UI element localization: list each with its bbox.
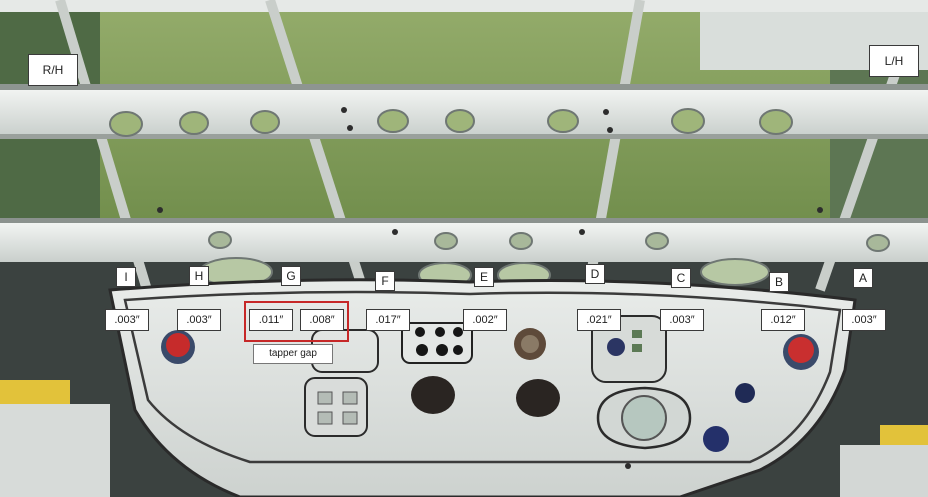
- station-label: C: [671, 268, 691, 288]
- station-label: E: [474, 267, 494, 287]
- gap-measurement-label: .003″: [177, 309, 221, 331]
- gap-measurement-label: .021″: [577, 309, 621, 331]
- gap-measurement-label: .011″: [249, 309, 293, 331]
- station-label: H: [189, 266, 209, 286]
- right-hand-side-label: R/H: [28, 54, 78, 86]
- left-hand-side-label: L/H: [869, 45, 919, 77]
- station-label: D: [585, 264, 605, 284]
- gap-measurement-label: .003″: [105, 309, 149, 331]
- gap-measurement-label: .017″: [366, 309, 410, 331]
- gap-measurement-label: .008″: [300, 309, 344, 331]
- station-label: A: [853, 268, 873, 288]
- station-label: F: [375, 271, 395, 291]
- station-label: I: [116, 267, 136, 287]
- station-label: B: [769, 272, 789, 292]
- gap-measurement-label: .002″: [463, 309, 507, 331]
- right-hand-label-text: R/H: [42, 63, 64, 77]
- gap-measurement-label: .003″: [842, 309, 886, 331]
- gap-measurement-label: .012″: [761, 309, 805, 331]
- tapper-gap-note: tapper gap: [253, 344, 333, 364]
- left-hand-label-text: L/H: [884, 54, 904, 68]
- gap-measurement-label: .003″: [660, 309, 704, 331]
- station-label: G: [281, 266, 301, 286]
- highlight-box: [244, 301, 349, 342]
